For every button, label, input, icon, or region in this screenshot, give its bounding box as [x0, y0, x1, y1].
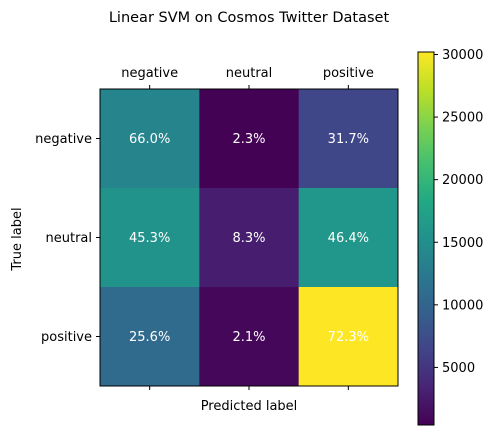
heatmap-cell-label: 8.3% [232, 231, 265, 246]
heatmap-cell [199, 188, 300, 288]
heatmap-cell [199, 287, 300, 387]
y-tick-label: positive [41, 330, 92, 345]
colorbar-tick-label: 10000 [442, 298, 483, 313]
heatmap-cells [100, 89, 399, 387]
x-tick-label: positive [323, 66, 374, 81]
heatmap-cell-label: 2.3% [232, 132, 265, 147]
heatmap-cell [298, 89, 399, 189]
heatmap-cell-label: 2.1% [232, 330, 265, 345]
x-axis-label: Predicted label [201, 399, 298, 414]
heatmap-cell [298, 188, 399, 288]
heatmap-cell-label: 46.4% [328, 231, 369, 246]
x-tick-label: negative [121, 66, 178, 81]
y-axis-label: True label [10, 207, 25, 271]
heatmap-cell [199, 89, 300, 189]
heatmap-cell [100, 89, 200, 189]
x-axis-ticks: negative neutral positive [121, 66, 374, 390]
heatmap-cell [298, 287, 399, 387]
heatmap-cell [100, 287, 200, 387]
colorbar-tick-label: 20000 [442, 173, 483, 188]
colorbar-tick-label: 5000 [442, 361, 475, 376]
heatmap-cell-label: 72.3% [328, 330, 369, 345]
x-tick-label: neutral [226, 66, 273, 81]
heatmap-cell-labels: 66.0% 2.3% 31.7% 45.3% 8.3% 46.4% 25.6% 2.1% 72.… [129, 132, 369, 345]
heatmap-cell-label: 25.6% [129, 330, 170, 345]
chart-title: Linear SVM on Cosmos Twitter Dataset [109, 10, 390, 26]
y-axis-ticks: negative neutral positive [35, 132, 100, 345]
y-tick-label: negative [35, 132, 92, 147]
heatmap-cell-label: 45.3% [129, 231, 170, 246]
heatmap-cell-label: 31.7% [328, 132, 369, 147]
y-tick-label: neutral [46, 231, 93, 246]
colorbar [417, 51, 435, 426]
colorbar-tick-label: 15000 [442, 236, 483, 251]
heatmap-cell [100, 188, 200, 288]
colorbar-tick-label: 25000 [442, 111, 483, 126]
heatmap-cell-label: 66.0% [129, 132, 170, 147]
colorbar-tick-label: 30000 [442, 48, 483, 63]
colorbar-ticks: 5000 10000 15000 20000 25000 30000 [434, 48, 483, 376]
